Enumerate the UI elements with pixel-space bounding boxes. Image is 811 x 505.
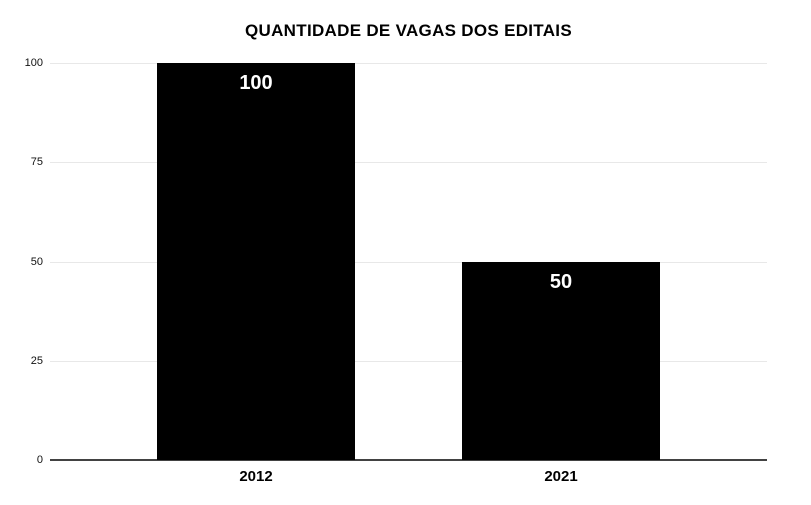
- bar-value-label-2012: 100: [239, 72, 273, 94]
- gridline-100: [50, 63, 767, 64]
- bar-2012: 100: [157, 63, 355, 460]
- x-axis-category-label-2012: 2012: [239, 468, 273, 485]
- gridline-50: [50, 261, 767, 263]
- y-axis-tick-label-100: 100: [24, 57, 43, 69]
- bar-2021: 50: [462, 261, 660, 460]
- y-axis-tick-label-50: 50: [30, 255, 43, 268]
- chart-title: QUANTIDADE DE VAGAS DOS EDITAIS: [245, 21, 572, 40]
- x-axis-category-label-2021: 2021: [544, 468, 578, 485]
- x-axis-line: [50, 459, 767, 461]
- y-axis-tick-label-25: 25: [30, 354, 43, 367]
- gridline-75: [50, 162, 767, 164]
- y-axis-tick-label-0: 0: [36, 454, 43, 466]
- bar-value-label-2021: 50: [549, 270, 573, 293]
- gridline-25: [50, 360, 767, 362]
- y-axis-tick-label-75: 75: [30, 156, 43, 169]
